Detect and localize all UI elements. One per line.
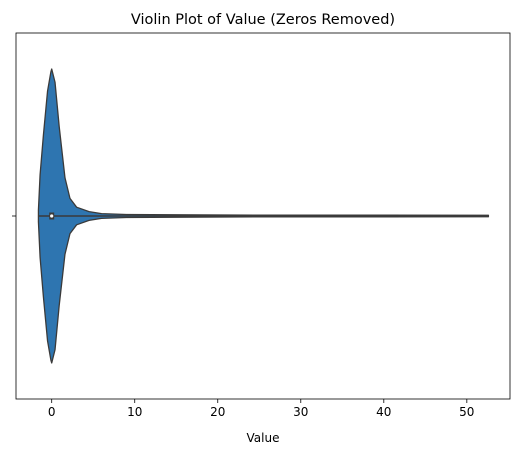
x-tick-label: 0 [48, 405, 56, 419]
x-tick-label: 50 [459, 405, 474, 419]
x-tick-label: 20 [210, 405, 225, 419]
chart-title: Violin Plot of Value (Zeros Removed) [131, 12, 395, 28]
median-marker [50, 214, 54, 218]
x-axis: 0 10 20 30 40 50 [48, 399, 474, 419]
x-tick-label: 40 [376, 405, 391, 419]
x-tick-label: 10 [127, 405, 142, 419]
x-axis-label: Value [247, 431, 280, 445]
plot-area [37, 68, 490, 364]
x-tick-label: 30 [293, 405, 308, 419]
